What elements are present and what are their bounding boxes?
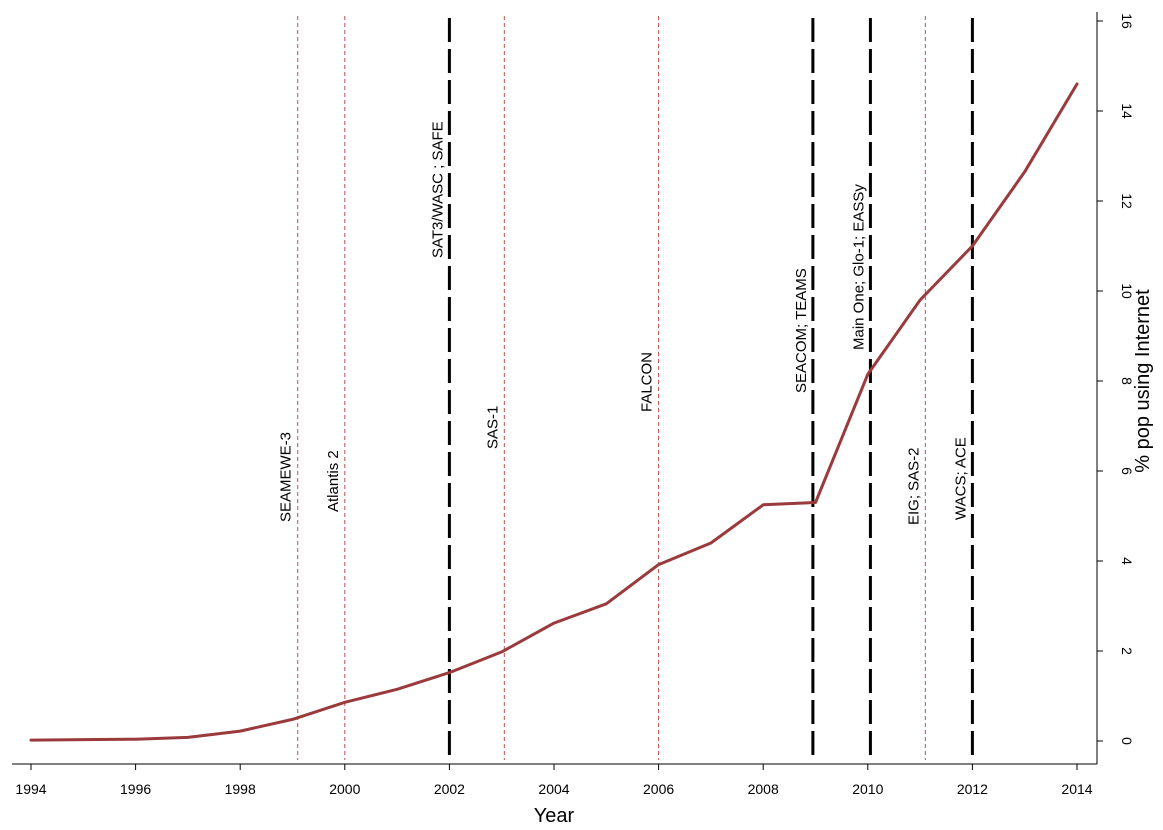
y-tick-label-2: 4 <box>1119 557 1135 565</box>
x-tick-label-9: 2012 <box>957 781 988 797</box>
x-tick-label-3: 2000 <box>329 781 360 797</box>
x-tick-label-8: 2010 <box>852 781 883 797</box>
event-label-6: Main One; Glo-1; EASSy <box>850 184 867 350</box>
y-tick-label-6: 12 <box>1119 193 1135 209</box>
y-tick-label-8: 16 <box>1119 13 1135 29</box>
event-label-7: EIG; SAS-2 <box>905 447 922 525</box>
event-labels: SEAMEWE-3 Atlantis 2 SAT3/WASC ; SAFE SAS-1… <box>278 121 970 525</box>
x-tick-label-1: 1996 <box>120 781 151 797</box>
event-label-2: SAT3/WASC ; SAFE <box>429 121 446 258</box>
event-lines <box>297 16 974 760</box>
series-line-0 <box>29 82 1079 742</box>
x-axis-title: Year <box>534 805 575 827</box>
y-tick-label-0: 0 <box>1119 737 1135 745</box>
x-tick-label-2: 1998 <box>225 781 256 797</box>
y-tick-label-3: 6 <box>1119 467 1135 475</box>
event-label-8: WACS; ACE <box>952 437 969 520</box>
y-axis-title: % pop using Internet <box>1132 289 1154 473</box>
event-label-3: SAS-1 <box>484 406 501 449</box>
y-tick-label-7: 14 <box>1119 103 1135 119</box>
x-tick-label-7: 2008 <box>748 781 779 797</box>
x-tick-label-4: 2002 <box>434 781 465 797</box>
event-label-4: FALCON <box>639 352 656 412</box>
x-tick-label-6: 2006 <box>643 781 674 797</box>
axes: 1994 1996 1998 2000 2002 2004 2006 2008 2010 2012… <box>12 12 1135 797</box>
x-tick-label-10: 2014 <box>1061 781 1092 797</box>
y-tick-label-4: 8 <box>1119 377 1135 385</box>
event-label-0: SEAMEWE-3 <box>278 432 295 522</box>
x-tick-label-0: 1994 <box>15 781 46 797</box>
event-label-1: Atlantis 2 <box>325 450 342 512</box>
y-tick-label-1: 2 <box>1119 647 1135 655</box>
x-tick-label-5: 2004 <box>538 781 569 797</box>
y-tick-label-5: 10 <box>1119 283 1135 299</box>
event-label-5: SEACOM; TEAMS <box>793 268 810 393</box>
series-layer <box>29 82 1079 742</box>
